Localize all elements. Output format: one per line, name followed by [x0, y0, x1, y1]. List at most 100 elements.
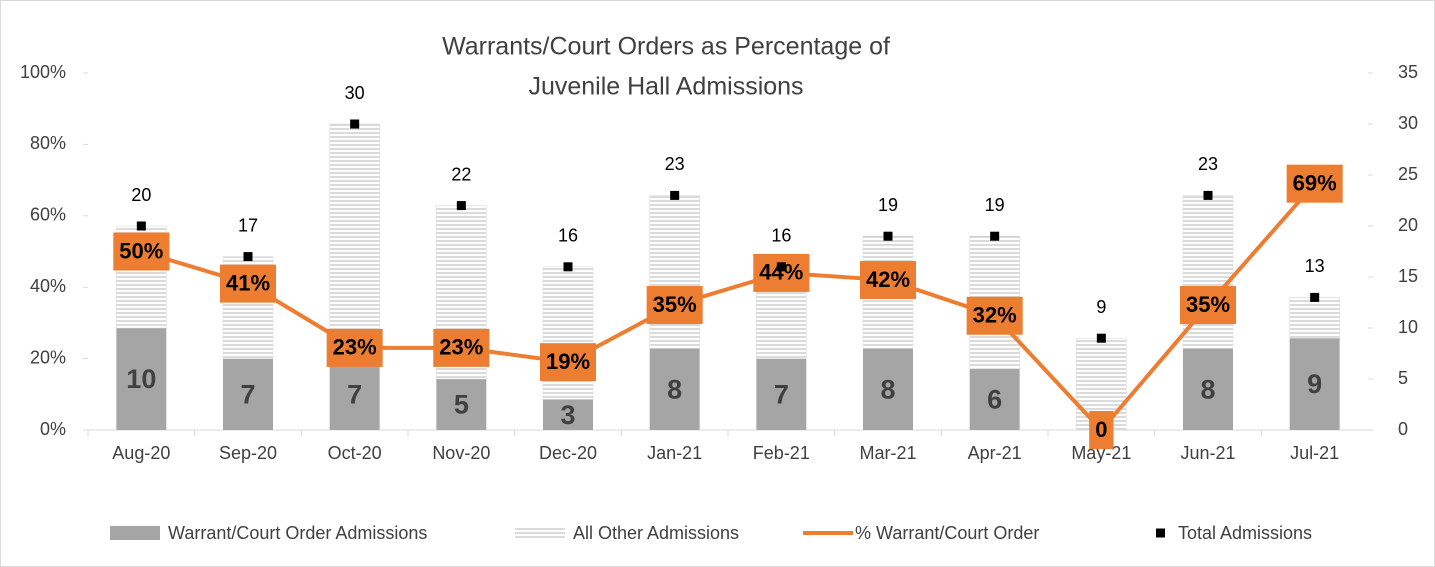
marker-label: 30	[345, 83, 365, 103]
label-box	[859, 261, 917, 300]
bar	[1289, 338, 1340, 430]
bar-label: 7	[774, 379, 789, 409]
marker	[990, 231, 1000, 241]
label-box	[1179, 286, 1237, 325]
marker-label: 9	[1096, 297, 1106, 317]
y-tick-label: 40%	[30, 276, 66, 296]
marker-label: 13	[1305, 256, 1325, 276]
marker-label: 23	[1198, 154, 1218, 174]
line-label: 41%	[226, 270, 270, 295]
label-box	[646, 286, 703, 325]
legend-swatch	[515, 526, 565, 540]
marker	[1310, 292, 1320, 302]
y2-tick-label: 10	[1398, 317, 1418, 337]
marker	[456, 201, 466, 211]
x-tick-label: Dec-20	[539, 443, 597, 463]
line-label: 32%	[973, 303, 1017, 328]
marker	[1096, 333, 1106, 343]
marker	[136, 221, 146, 231]
bar-label: 8	[880, 374, 895, 404]
y-tick-label: 60%	[30, 205, 66, 225]
marker-label: 19	[878, 195, 898, 215]
bar-label: 5	[454, 390, 469, 420]
marker	[1203, 190, 1213, 200]
bar-label: 8	[1200, 374, 1215, 404]
label-box	[966, 296, 1023, 335]
y-tick-label: 100%	[20, 62, 66, 82]
marker-label: 16	[558, 226, 578, 246]
legend-label: Warrant/Court Order Admissions	[168, 523, 427, 543]
line-label: 50%	[119, 238, 163, 263]
y2-tick-label: 25	[1398, 164, 1418, 184]
hatched-bar	[649, 195, 700, 349]
x-tick-label: Oct-20	[328, 443, 382, 463]
bar-label: 8	[667, 374, 682, 404]
bar-label: 7	[240, 379, 255, 409]
line-label: 23%	[333, 335, 377, 360]
line-label: 19%	[546, 349, 590, 374]
hatched-bar	[329, 123, 380, 359]
y-tick-label: 20%	[30, 347, 66, 367]
marker	[883, 231, 893, 241]
bar-label: 7	[347, 379, 362, 409]
label-box	[433, 328, 490, 367]
bar	[543, 399, 593, 430]
x-tick-label: Apr-21	[968, 443, 1022, 463]
marker-label: 17	[238, 215, 258, 235]
line-label: 35%	[653, 292, 697, 317]
bar	[969, 368, 1020, 430]
bar	[863, 348, 913, 430]
chart-title: Warrants/Court Orders as Percentage of	[442, 33, 890, 61]
line-label: 69%	[1293, 170, 1337, 195]
marker-label: 22	[451, 164, 471, 184]
y-tick-label: 80%	[30, 133, 66, 153]
line-label: 0	[1095, 417, 1107, 442]
bar	[223, 358, 273, 430]
hatched-bar	[1289, 297, 1340, 339]
marker	[563, 262, 573, 272]
label-box	[1089, 411, 1114, 449]
bar	[329, 358, 380, 430]
x-tick-label: Jul-21	[1290, 443, 1339, 463]
x-tick-label: Nov-20	[432, 443, 490, 463]
y2-tick-label: 30	[1398, 113, 1418, 133]
marker	[670, 190, 680, 200]
marker	[776, 262, 786, 272]
legend-label: All Other Admissions	[573, 523, 739, 543]
label-box	[1286, 164, 1343, 203]
y-tick-label: 0%	[40, 419, 66, 439]
legend-label: % Warrant/Court Order	[855, 523, 1039, 543]
x-tick-label: Feb-21	[753, 443, 810, 463]
bar-label: 6	[987, 385, 1002, 415]
bar-label: 10	[126, 364, 156, 394]
bar	[116, 328, 167, 430]
label-box	[113, 232, 170, 271]
bar	[1183, 348, 1233, 430]
label-box	[539, 343, 597, 382]
line-label: 42%	[866, 267, 910, 292]
y2-tick-label: 5	[1398, 368, 1408, 388]
legend-swatch	[1156, 528, 1165, 538]
marker-label: 19	[985, 195, 1005, 215]
x-tick-label: May-21	[1071, 443, 1131, 463]
x-tick-label: Aug-20	[112, 443, 170, 463]
marker-label: 16	[771, 226, 791, 246]
legend-swatch	[110, 526, 160, 540]
x-tick-label: Mar-21	[859, 443, 916, 463]
bar-label: 9	[1307, 369, 1322, 399]
label-box	[219, 264, 277, 303]
y2-tick-label: 0	[1398, 419, 1408, 439]
x-tick-label: Jun-21	[1180, 443, 1235, 463]
label-box	[326, 328, 383, 367]
marker	[243, 252, 253, 262]
x-tick-label: Jan-21	[647, 443, 702, 463]
bar	[756, 358, 807, 430]
marker	[350, 119, 360, 129]
line-label: 35%	[1186, 292, 1230, 317]
label-box	[753, 253, 810, 292]
marker-label: 20	[131, 185, 151, 205]
bar	[436, 379, 487, 430]
bar-label: 3	[560, 400, 575, 430]
y2-tick-label: 20	[1398, 215, 1418, 235]
